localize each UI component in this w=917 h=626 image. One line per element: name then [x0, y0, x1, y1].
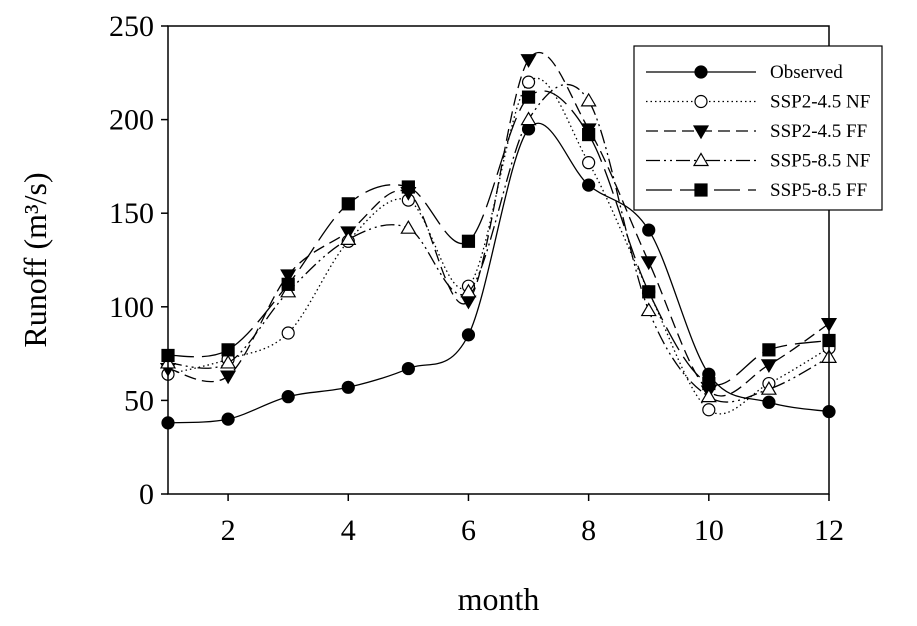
data-point: [582, 178, 596, 192]
data-point: [220, 370, 237, 385]
data-point: [461, 234, 476, 248]
data-point: [460, 283, 477, 298]
x-tick-label: 12: [814, 514, 844, 547]
legend-entry: SSP2-4.5 FF: [646, 121, 867, 142]
data-point: [281, 277, 295, 291]
data-point: [280, 269, 297, 284]
data-point: [341, 197, 355, 211]
legend-entry: SSP5-8.5 FF: [646, 180, 867, 201]
data-point: [760, 359, 777, 374]
data-point: [642, 285, 656, 299]
data-point: [520, 111, 537, 126]
data-point: [762, 395, 776, 409]
y-tick-label: 50: [124, 384, 154, 417]
data-point: [401, 180, 415, 194]
data-point: [640, 302, 657, 317]
legend-label: SSP2-4.5 NF: [770, 92, 870, 113]
data-point: [400, 219, 417, 234]
y-tick-label: 250: [109, 10, 154, 43]
data-point: [521, 90, 536, 104]
legend-entry: Observed: [646, 62, 843, 83]
data-point: [401, 361, 415, 376]
y-tick-label: 100: [109, 291, 154, 324]
data-point: [760, 380, 777, 395]
y-tick-label: 0: [139, 478, 154, 511]
data-point: [762, 343, 776, 357]
data-point: [702, 376, 716, 391]
legend-label: SSP5-8.5 NF: [770, 151, 870, 172]
x-tick-label: 6: [461, 514, 476, 547]
x-tick-label: 8: [581, 514, 596, 547]
legend-entry: SSP2-4.5 NF: [646, 92, 870, 113]
data-point: [220, 354, 237, 369]
data-point: [700, 388, 717, 403]
series-0: [161, 122, 836, 430]
data-point: [281, 390, 295, 404]
x-tick-label: 10: [694, 514, 724, 547]
series-4: [161, 90, 836, 391]
data-point: [582, 127, 596, 142]
y-tick-label: 200: [109, 104, 154, 137]
legend-entry: SSP5-8.5 NF: [646, 151, 870, 172]
data-point: [221, 343, 235, 357]
data-point: [521, 75, 536, 89]
data-point: [341, 380, 355, 394]
legend-label: SSP5-8.5 FF: [770, 180, 867, 201]
legend-box: [633, 45, 883, 211]
y-tick-label: 150: [109, 197, 154, 230]
legend-label: SSP2-4.5 FF: [770, 121, 867, 142]
legend-marker: [692, 125, 710, 140]
legend-marker: [694, 183, 708, 197]
plot-frame: [167, 25, 830, 495]
data-point: [580, 92, 597, 107]
data-point: [642, 223, 656, 237]
data-point: [340, 231, 357, 246]
x-axis-title: month: [458, 581, 540, 617]
data-point: [221, 412, 235, 426]
x-tick-label: 2: [221, 514, 236, 547]
legend-label: Observed: [770, 62, 843, 83]
data-point: [461, 328, 476, 342]
data-point: [520, 54, 537, 68]
data-point: [460, 295, 477, 310]
legend-marker: [694, 65, 708, 79]
data-point: [582, 156, 596, 170]
data-point: [281, 326, 295, 340]
legend-marker: [694, 94, 708, 109]
y-axis-title: Runoff (m³/s): [17, 172, 53, 347]
x-tick-label: 4: [341, 514, 356, 547]
data-point: [640, 256, 657, 271]
data-point: [702, 403, 716, 417]
legend-marker: [692, 152, 710, 167]
